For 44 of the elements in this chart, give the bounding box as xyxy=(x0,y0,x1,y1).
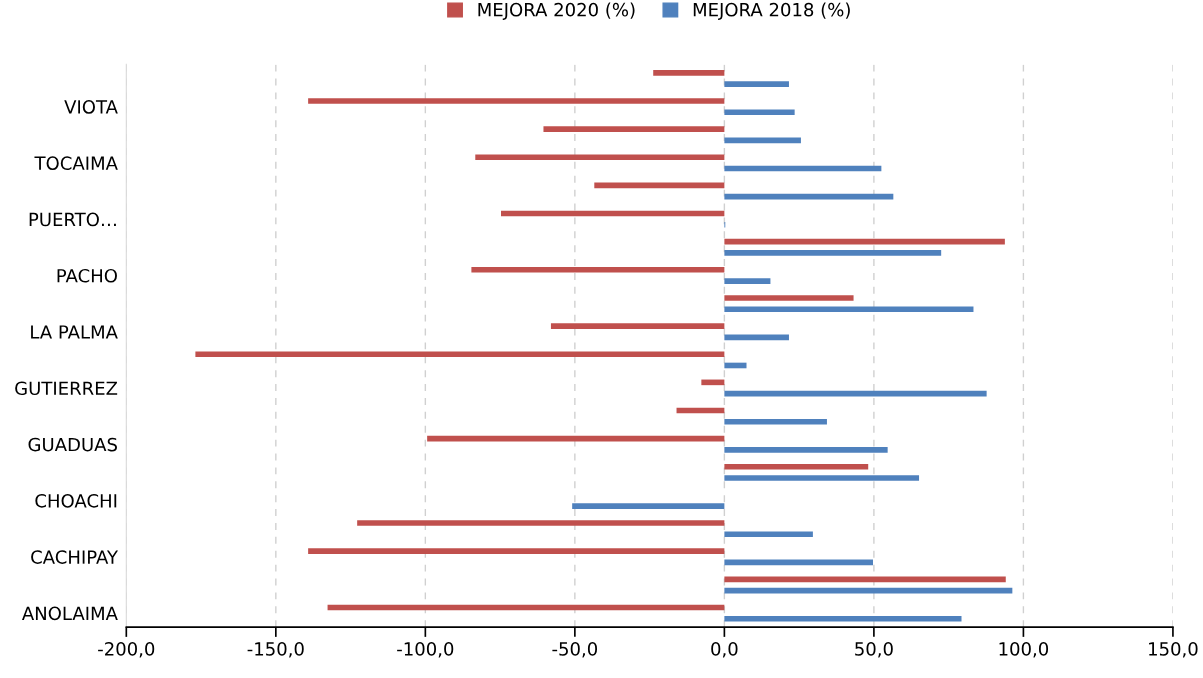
bar xyxy=(724,109,795,116)
bar xyxy=(724,447,888,453)
bar xyxy=(724,615,962,622)
bar xyxy=(724,531,813,538)
bar xyxy=(724,475,920,481)
x-tick-label: -150,0 xyxy=(247,642,304,658)
y-tick-label: CACHIPAY xyxy=(31,550,119,564)
bar xyxy=(543,126,725,132)
y-tick-label: GUADUAS xyxy=(28,437,117,452)
y-tick-label: VIOTA xyxy=(64,100,118,114)
bar xyxy=(471,267,725,273)
bar xyxy=(308,548,725,554)
x-tick-label: 0,0 xyxy=(711,642,738,658)
x-tick-label: 50,0 xyxy=(855,642,893,658)
bar xyxy=(653,70,725,76)
bar xyxy=(475,154,725,161)
y-tick-label: GUTIERREZ xyxy=(15,381,118,396)
x-tick-label: -200,0 xyxy=(98,642,155,658)
bar xyxy=(724,295,854,301)
y-tick-label: LA PALMA xyxy=(31,325,118,339)
bar xyxy=(724,334,789,341)
y-tick-label: TOCAIMA xyxy=(34,156,118,171)
bar xyxy=(195,351,725,358)
bar xyxy=(724,418,827,425)
x-tick-label: -100,0 xyxy=(397,642,454,658)
y-tick-label: PUERTO… xyxy=(29,212,116,227)
bar xyxy=(550,323,725,329)
bar xyxy=(724,463,869,470)
x-tick-label: 150,0 xyxy=(1149,642,1198,658)
y-tick-label: PACHO xyxy=(57,268,117,283)
bar xyxy=(724,362,747,369)
x-tick-label: 100,0 xyxy=(999,642,1049,658)
bar xyxy=(724,81,789,87)
bar xyxy=(572,503,725,509)
bar xyxy=(724,278,771,284)
legend-label: MEJORA 2018 (%) xyxy=(693,2,850,20)
legend-label: MEJORA 2020 (%) xyxy=(478,2,635,20)
bar xyxy=(357,520,725,526)
bar xyxy=(308,98,725,104)
y-tick-label: ANOLAIMA xyxy=(21,606,118,621)
x-tick-label: -50,0 xyxy=(552,642,598,658)
bar xyxy=(724,306,974,313)
y-tick-label: CHOACHI xyxy=(35,493,117,508)
bar xyxy=(724,250,942,256)
